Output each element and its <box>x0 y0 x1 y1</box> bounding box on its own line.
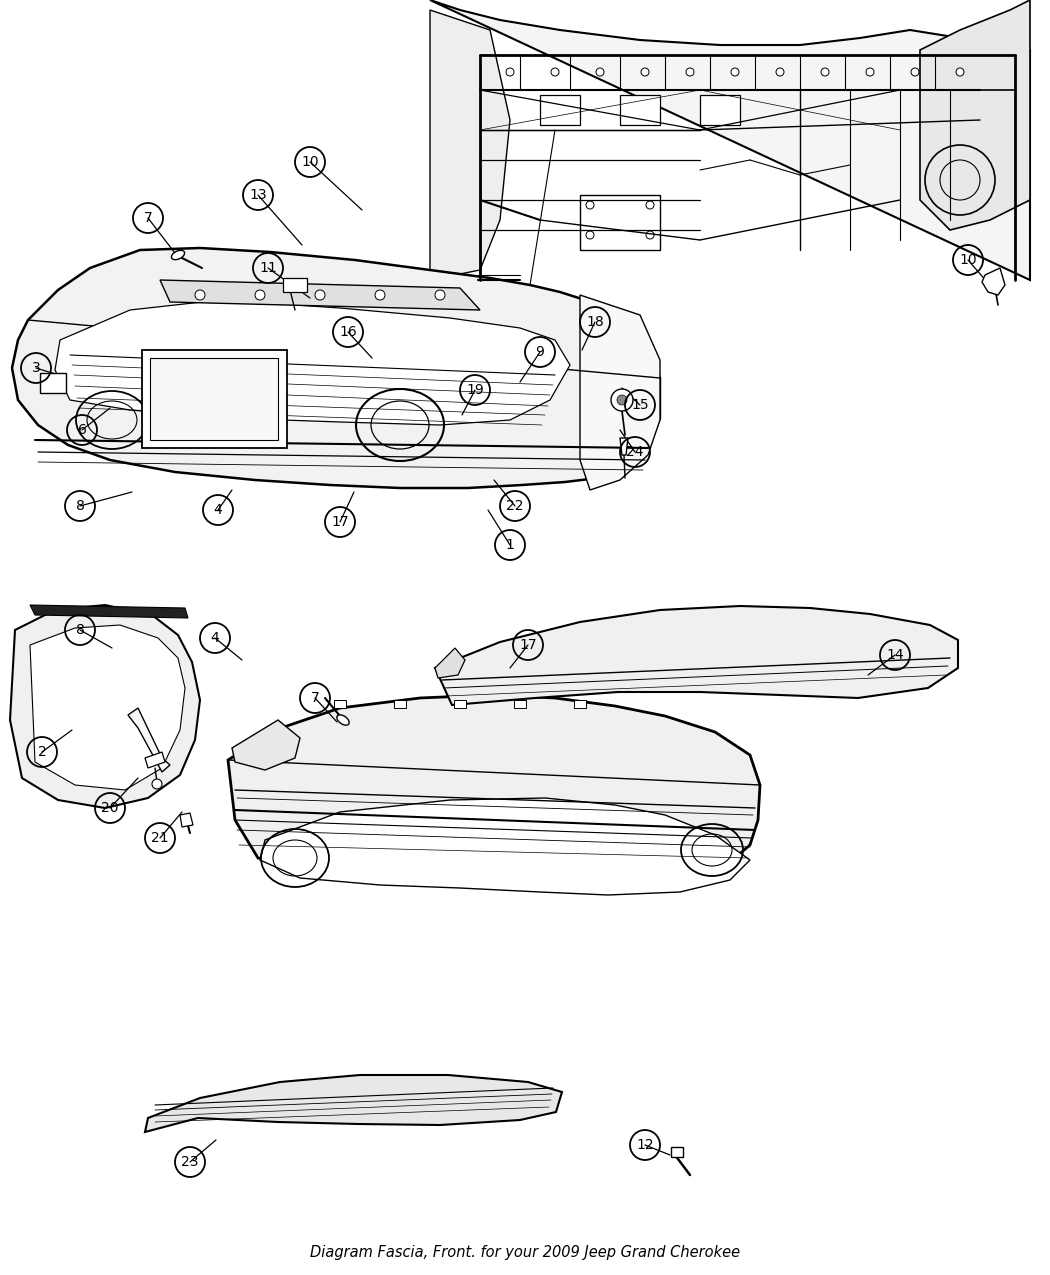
Text: 19: 19 <box>466 382 484 397</box>
Polygon shape <box>435 648 465 678</box>
Text: 24: 24 <box>626 445 644 459</box>
Bar <box>142 351 287 448</box>
Circle shape <box>152 779 162 789</box>
Bar <box>540 96 580 125</box>
Polygon shape <box>12 249 660 488</box>
Polygon shape <box>580 295 660 490</box>
Text: 1: 1 <box>505 538 514 552</box>
Polygon shape <box>982 268 1005 295</box>
Text: 14: 14 <box>886 648 904 662</box>
Text: 3: 3 <box>32 361 40 375</box>
Text: 7: 7 <box>311 691 319 705</box>
Circle shape <box>640 68 649 76</box>
Bar <box>394 700 406 708</box>
Text: 15: 15 <box>631 398 649 412</box>
Polygon shape <box>30 606 188 618</box>
Circle shape <box>866 68 874 76</box>
Polygon shape <box>10 606 200 808</box>
Text: 8: 8 <box>76 499 84 513</box>
Text: 8: 8 <box>76 623 84 638</box>
Bar <box>40 374 66 393</box>
Polygon shape <box>180 813 193 827</box>
Bar <box>150 358 278 440</box>
Text: 23: 23 <box>182 1155 198 1169</box>
Bar <box>574 700 586 708</box>
Text: 17: 17 <box>331 515 349 529</box>
Text: 2: 2 <box>38 745 46 759</box>
Text: 9: 9 <box>536 346 545 360</box>
Circle shape <box>506 68 514 76</box>
Text: 10: 10 <box>301 156 319 170</box>
Bar <box>334 700 346 708</box>
Bar <box>580 195 660 250</box>
Text: 6: 6 <box>78 423 86 437</box>
Circle shape <box>596 68 604 76</box>
Text: 16: 16 <box>339 325 357 339</box>
Circle shape <box>956 68 964 76</box>
Text: 17: 17 <box>519 638 537 652</box>
Polygon shape <box>55 300 570 425</box>
Text: 18: 18 <box>586 315 604 329</box>
Circle shape <box>686 68 694 76</box>
Polygon shape <box>228 695 760 885</box>
Text: 4: 4 <box>213 504 223 516</box>
Circle shape <box>821 68 830 76</box>
Text: 7: 7 <box>144 210 152 224</box>
Circle shape <box>195 289 205 300</box>
Ellipse shape <box>171 250 185 260</box>
Bar <box>284 278 307 292</box>
Circle shape <box>315 289 326 300</box>
Polygon shape <box>920 0 1030 230</box>
Text: 22: 22 <box>506 499 524 513</box>
Circle shape <box>611 389 633 411</box>
Text: 13: 13 <box>249 187 267 201</box>
Polygon shape <box>30 625 185 790</box>
Text: 20: 20 <box>101 801 119 815</box>
Polygon shape <box>160 280 480 310</box>
Polygon shape <box>232 720 300 770</box>
Polygon shape <box>435 606 958 705</box>
Polygon shape <box>260 798 750 895</box>
Circle shape <box>435 289 445 300</box>
Bar <box>514 700 526 708</box>
Text: 10: 10 <box>960 252 977 266</box>
Ellipse shape <box>337 715 350 725</box>
Circle shape <box>255 289 265 300</box>
Text: 4: 4 <box>211 631 219 645</box>
Text: Diagram Fascia, Front. for your 2009 Jeep Grand Cherokee: Diagram Fascia, Front. for your 2009 Jee… <box>310 1244 740 1260</box>
Polygon shape <box>128 708 170 771</box>
Text: 21: 21 <box>151 831 169 845</box>
Circle shape <box>911 68 919 76</box>
Bar <box>700 96 740 125</box>
Polygon shape <box>145 1075 562 1132</box>
Text: 12: 12 <box>636 1139 654 1153</box>
Polygon shape <box>430 10 510 280</box>
Bar <box>454 700 466 708</box>
Bar <box>671 1148 682 1156</box>
Circle shape <box>375 289 385 300</box>
Circle shape <box>776 68 784 76</box>
Circle shape <box>551 68 559 76</box>
Polygon shape <box>620 439 628 455</box>
Bar <box>620 96 660 125</box>
Circle shape <box>731 68 739 76</box>
Polygon shape <box>145 752 165 768</box>
Text: 11: 11 <box>259 261 277 275</box>
Polygon shape <box>430 0 1030 280</box>
Circle shape <box>617 395 627 405</box>
